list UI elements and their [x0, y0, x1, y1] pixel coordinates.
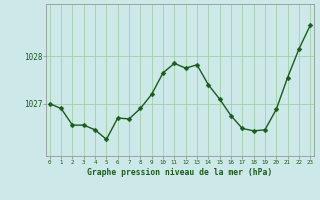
X-axis label: Graphe pression niveau de la mer (hPa): Graphe pression niveau de la mer (hPa) — [87, 168, 273, 177]
